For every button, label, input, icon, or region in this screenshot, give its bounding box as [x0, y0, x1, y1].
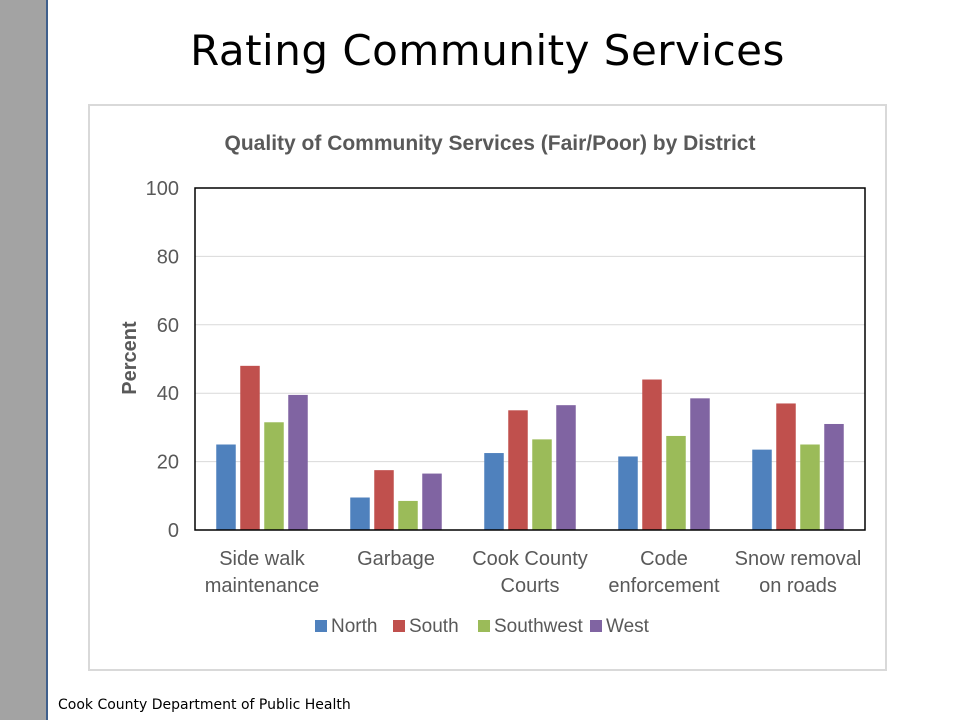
y-tick-label: 60 [157, 315, 179, 337]
y-tick-label: 0 [168, 520, 179, 542]
bar-south-2 [508, 410, 528, 530]
bar-south-1 [374, 470, 394, 530]
bar-south-3 [642, 379, 662, 530]
bar-southwest-2 [532, 439, 552, 530]
bars [216, 365, 844, 530]
legend-label-west: West [606, 616, 650, 637]
left-accent-bar [0, 0, 48, 720]
x-tick-label: enforcement [608, 575, 720, 597]
bar-west-4 [824, 423, 844, 530]
legend-swatch-west [590, 620, 602, 632]
bar-west-1 [422, 473, 442, 530]
bar-north-0 [216, 444, 236, 530]
legend-label-southwest: Southwest [494, 616, 583, 637]
bar-southwest-4 [800, 444, 820, 530]
y-tick-label: 20 [157, 452, 179, 474]
x-tick-label: Courts [501, 575, 560, 597]
bar-south-0 [240, 365, 260, 530]
y-tick-label: 100 [146, 178, 179, 200]
slide-title: Rating Community Services [190, 26, 785, 75]
footer-text: Cook County Department of Public Health [58, 697, 351, 713]
chart-frame: Quality of Community Services (Fair/Poor… [88, 104, 887, 671]
legend-label-south: South [409, 616, 459, 637]
y-tick-label: 40 [157, 383, 179, 405]
x-tick-label: Snow removal [735, 548, 862, 570]
bar-west-2 [556, 405, 576, 530]
bar-southwest-3 [666, 435, 686, 530]
bar-southwest-1 [398, 500, 418, 530]
legend: North South Southwest West [315, 616, 650, 637]
bar-chart: Quality of Community Services (Fair/Poor… [119, 132, 866, 637]
y-axis-label: Percent [119, 321, 141, 395]
plot-area-border [194, 187, 866, 531]
y-tick-labels: 0 20 40 60 80 100 [146, 178, 179, 542]
legend-swatch-south [393, 620, 405, 632]
bar-southwest-0 [264, 422, 284, 530]
x-tick-label: Side walk [219, 548, 306, 570]
x-tick-label: on roads [759, 575, 837, 597]
bar-west-0 [288, 394, 308, 530]
x-tick-label: maintenance [205, 575, 320, 597]
bar-north-3 [618, 456, 638, 530]
chart-title: Quality of Community Services (Fair/Poor… [225, 132, 756, 155]
legend-swatch-north [315, 620, 327, 632]
x-tick-label: Code [640, 548, 688, 570]
bar-north-1 [350, 497, 370, 530]
legend-swatch-southwest [478, 620, 490, 632]
x-tick-labels: Side walk maintenance Garbage Cook County Co… [205, 548, 862, 597]
bar-west-3 [690, 398, 710, 530]
x-tick-label: Cook County [472, 548, 588, 570]
legend-label-north: North [331, 616, 377, 637]
bar-south-4 [776, 403, 796, 530]
bar-north-4 [752, 449, 772, 530]
x-tick-label: Garbage [357, 548, 435, 570]
y-tick-label: 80 [157, 246, 179, 268]
bar-north-2 [484, 453, 504, 530]
